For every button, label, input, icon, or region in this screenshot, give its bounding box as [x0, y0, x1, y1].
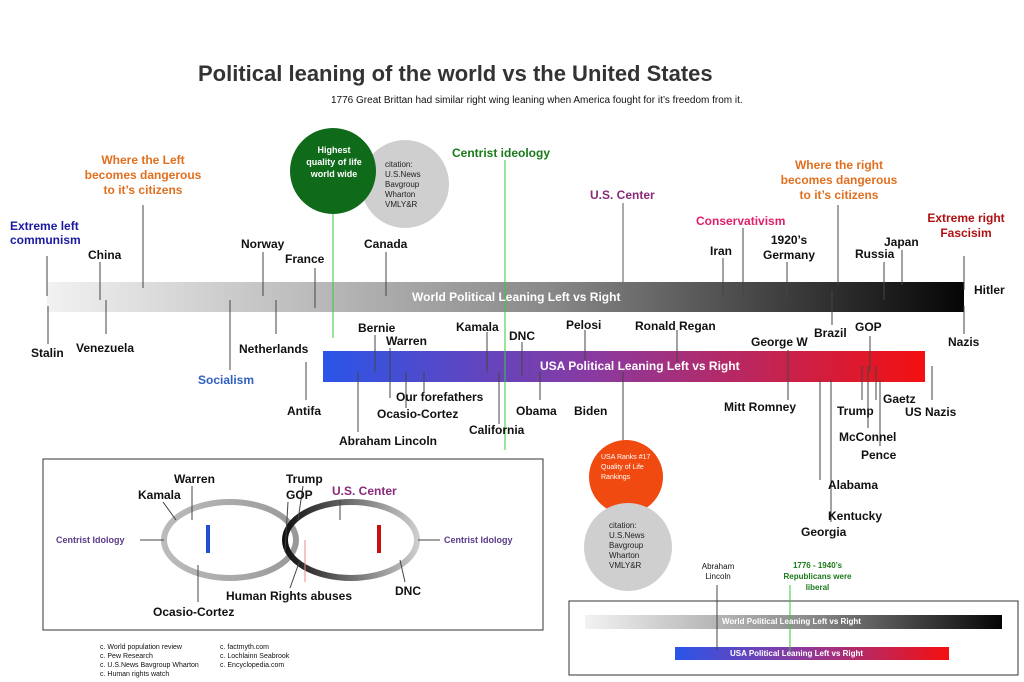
label-our-forefathers: Our forefathers [396, 390, 484, 404]
page-subtitle: 1776 Great Brittan had similar right win… [331, 95, 743, 106]
label-georgia: Georgia [801, 525, 847, 539]
mini-world-bar-label: World Political Leaning Left vs Right [722, 617, 861, 626]
label-mitt-romney: Mitt Romney [724, 400, 796, 414]
usa-bar-label: USA Political Leaning Left vs Right [540, 359, 740, 373]
ring-label-trump: Trump [286, 472, 323, 486]
ring-label-gop: GOP [286, 488, 313, 502]
mini-box [568, 600, 1019, 676]
sources-col-2: c. factmyth.com c. Lochlainn Seabrook c.… [220, 643, 289, 670]
label-netherlands: Netherlands [239, 342, 309, 356]
label-biden: Biden [574, 404, 608, 418]
label-1920-germany: 1920’s Germany [762, 233, 816, 262]
left-danger-label: Where the Left becomes dangerous to it’s… [84, 153, 202, 197]
ring-label-human-rights: Human Rights abuses [226, 589, 353, 603]
label-ocasio-cortez: Ocasio-Cortez [377, 407, 459, 421]
label-antifa: Antifa [287, 404, 321, 418]
label-kentucky: Kentucky [828, 509, 883, 523]
label-bernie: Bernie [358, 321, 396, 335]
mini-label-republicans-liberal: 1776 - 1940’s Republicans were liberal [783, 561, 852, 592]
us-center-label: U.S. Center [590, 188, 655, 202]
sources-col-1: c. World population review c. Pew Resear… [100, 643, 199, 679]
source-item: c. U.S.News Bavgroup Wharton [100, 662, 199, 669]
highest-quality-circle [361, 140, 449, 228]
usa-rank-circle [589, 440, 663, 514]
label-warren: Warren [386, 334, 427, 348]
mini-label-abraham-lincoln: Abraham Lincoln [701, 562, 735, 581]
socialism-label: Socialism [198, 373, 255, 387]
world-bar-label: World Political Leaning Left vs Right [412, 290, 621, 304]
label-george-w: George W [751, 335, 808, 349]
label-pence: Pence [861, 448, 897, 462]
label-abraham-lincoln: Abraham Lincoln [339, 434, 438, 448]
label-hitler: Hitler [974, 283, 1005, 297]
label-dnc: DNC [509, 329, 535, 343]
extreme-right-label: Extreme right Fascisim [927, 211, 1005, 240]
label-china: China [88, 248, 122, 262]
label-kamala: Kamala [456, 320, 499, 334]
source-item: c. Lochlainn Seabrook [220, 653, 290, 660]
source-item: c. Human rights watch [100, 671, 170, 678]
label-brazil: Brazil [814, 326, 847, 340]
extreme-left-label: Extreme left communism [10, 219, 81, 247]
source-item: c. Pew Research [100, 653, 153, 660]
label-pelosi: Pelosi [566, 318, 602, 332]
label-iran: Iran [710, 244, 733, 258]
ring-label-warren: Warren [174, 472, 215, 486]
ring-label-centrist-left: Centrist Idology [56, 535, 125, 545]
mini-usa-bar-label: USA Political Leaning Left vs Right [730, 649, 864, 658]
ring-label-ocasio-cortez: Ocasio-Cortez [153, 605, 235, 619]
usa-rank-text: USA Ranks #17 Quality of Life Rankings [601, 454, 651, 481]
label-mcconnel: McConnel [839, 430, 897, 444]
label-japan: Japan [884, 235, 919, 249]
label-alabama: Alabama [828, 478, 879, 492]
ring-label-kamala: Kamala [138, 488, 181, 502]
label-ronald-regan: Ronald Regan [635, 319, 716, 333]
label-california: California [469, 423, 525, 437]
ring-label-centrist-right: Centrist Idology [444, 535, 513, 545]
label-trump: Trump [837, 404, 874, 418]
ring-label-dnc: DNC [395, 584, 421, 598]
label-russia: Russia [855, 247, 895, 261]
source-item: c. Encyclopedia.com [220, 662, 285, 669]
label-canada: Canada [364, 237, 408, 251]
citation-circle-2 [584, 503, 672, 591]
usa-bar [323, 351, 925, 382]
label-us-nazis: US Nazis [905, 405, 957, 419]
source-item: c. factmyth.com [220, 644, 270, 651]
conservatism-label: Conservativism [696, 214, 786, 228]
page-title: Political leaning of the world vs the Un… [198, 61, 713, 86]
highest-quality-text: Highest quality of life world wide [306, 145, 362, 179]
label-nazis: Nazis [948, 335, 980, 349]
label-stalin: Stalin [31, 346, 64, 360]
ring-label-us-center: U.S. Center [332, 484, 397, 498]
citation-text-2: citation: U.S.News Bavgroup Wharton VMLY… [609, 521, 645, 570]
label-gaetz: Gaetz [883, 392, 916, 406]
label-norway: Norway [241, 237, 285, 251]
ring-box [42, 458, 544, 631]
label-france: France [285, 252, 325, 266]
label-obama: Obama [516, 404, 557, 418]
right-danger-label: Where the right becomes dangerous to it’… [780, 158, 898, 202]
source-item: c. World population review [100, 644, 182, 651]
citation-text-1: citation: U.S.News Bavgroup Wharton VMLY… [385, 160, 421, 209]
centrist-ideology-label: Centrist ideology [452, 146, 551, 160]
label-venezuela: Venezuela [76, 341, 135, 355]
label-gop: GOP [855, 320, 882, 334]
